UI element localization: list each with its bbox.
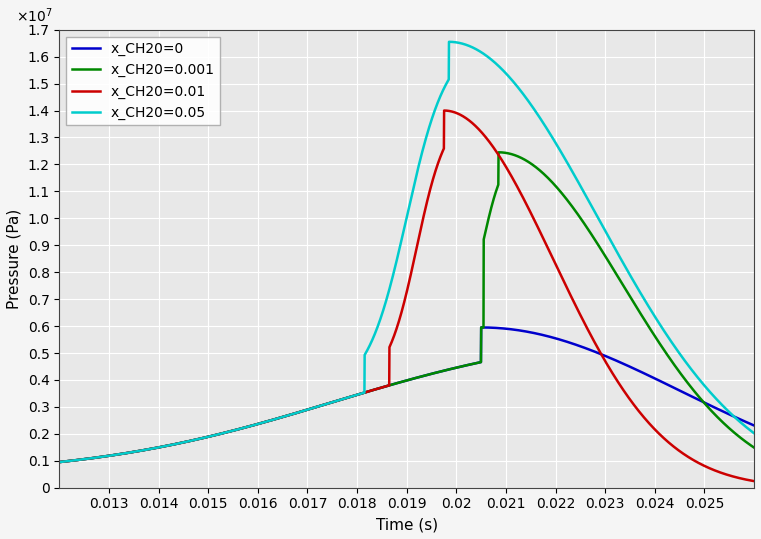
x_CH20=0: [321, 401, 330, 407]
x_CH20=0.05: [661, 330, 670, 337]
x_CH20=0.001: [134, 448, 143, 454]
x_CH20=0.05: [736, 419, 745, 426]
x_CH20=0.001: [661, 349, 670, 356]
x_CH20=0: [736, 416, 745, 423]
x_CH20=0.05: [750, 430, 759, 437]
Line: x_CH20=0.001: x_CH20=0.001: [59, 153, 754, 462]
x_CH20=0.01: [352, 392, 361, 398]
x_CH20=0: [175, 440, 184, 446]
Y-axis label: Pressure (Pa): Pressure (Pa): [7, 209, 22, 309]
x_CH20=0.05: [175, 440, 184, 446]
x_CH20=0: [55, 459, 64, 465]
x_CH20=0.001: [175, 440, 184, 446]
x_CH20=0.01: [175, 440, 184, 446]
x_CH20=0.01: [661, 437, 670, 443]
Line: x_CH20=0.05: x_CH20=0.05: [59, 42, 754, 462]
x_CH20=0.01: [440, 107, 449, 114]
x_CH20=0.05: [55, 459, 64, 465]
x_CH20=0.01: [321, 401, 330, 407]
x_CH20=0.001: [321, 401, 330, 407]
x_CH20=0: [750, 422, 759, 429]
x_CH20=0: [476, 324, 486, 331]
x_CH20=0: [661, 381, 670, 387]
Line: x_CH20=0.01: x_CH20=0.01: [59, 110, 754, 481]
x_CH20=0.01: [55, 459, 64, 465]
x_CH20=0.05: [134, 448, 143, 454]
Line: x_CH20=0: x_CH20=0: [59, 328, 754, 462]
x_CH20=0.001: [352, 392, 361, 398]
x_CH20=0.05: [321, 401, 330, 407]
X-axis label: Time (s): Time (s): [376, 517, 438, 532]
x_CH20=0.001: [750, 444, 759, 451]
Legend: x_CH20=0, x_CH20=0.001, x_CH20=0.01, x_CH20=0.05: x_CH20=0, x_CH20=0.001, x_CH20=0.01, x_C…: [66, 37, 220, 125]
x_CH20=0.001: [55, 459, 64, 465]
x_CH20=0: [352, 392, 361, 398]
x_CH20=0.001: [736, 434, 745, 441]
x_CH20=0.05: [444, 39, 454, 45]
x_CH20=0.001: [494, 149, 503, 156]
x_CH20=0.05: [352, 392, 361, 398]
x_CH20=0.01: [736, 475, 745, 482]
Text: $\times 10^7$: $\times 10^7$: [16, 6, 53, 25]
x_CH20=0: [134, 448, 143, 454]
x_CH20=0.01: [750, 478, 759, 485]
x_CH20=0.01: [134, 448, 143, 454]
